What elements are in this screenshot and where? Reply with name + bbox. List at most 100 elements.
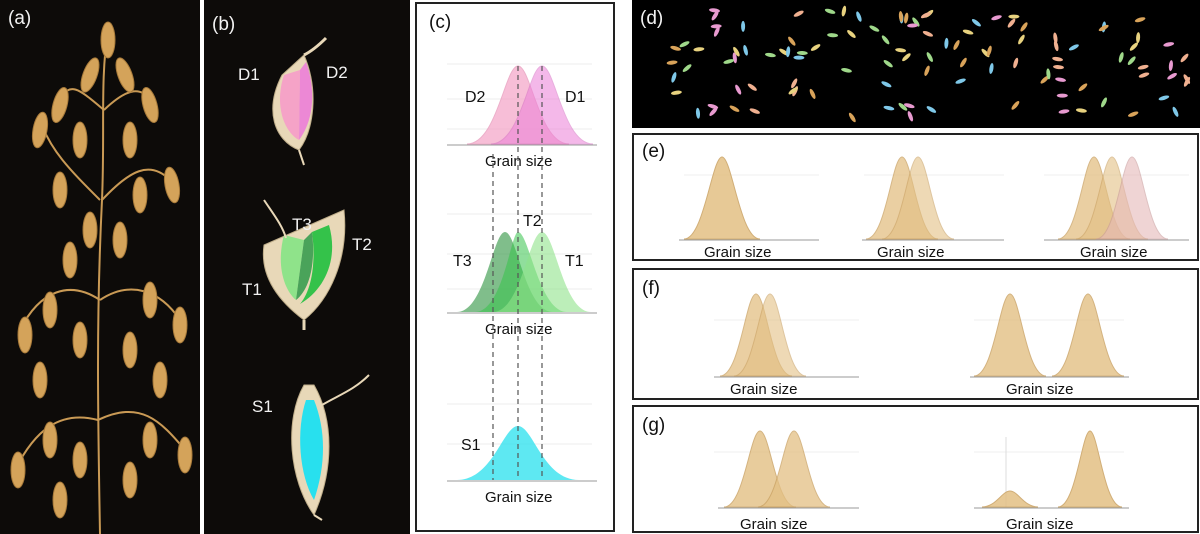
seed [1163, 42, 1175, 47]
seed [827, 33, 839, 38]
g1-curve-b [757, 430, 831, 508]
seed [1053, 40, 1059, 52]
panel-e-distributions: Grain size Grain size Grain size [679, 156, 1189, 261]
e-xlabel-2: Grain size [877, 244, 945, 261]
seed [1046, 68, 1051, 80]
seed [793, 10, 804, 17]
g2-curve-b [1057, 430, 1123, 508]
seed [869, 25, 880, 32]
seed [824, 8, 836, 14]
seed [786, 46, 791, 58]
spikelet-t [262, 199, 346, 330]
spikelet-d [272, 36, 328, 166]
seed [1058, 109, 1070, 114]
panel-g-distributions: Grain size Grain size [714, 430, 1129, 533]
e-xlabel-3: Grain size [1080, 244, 1148, 261]
seed [1011, 101, 1020, 110]
seed [741, 20, 746, 32]
panel-e: Grain size Grain size Grain size (e) [632, 133, 1199, 261]
seed [953, 40, 960, 50]
seed [793, 55, 805, 60]
label-t3: T3 [292, 215, 312, 234]
seed [729, 105, 740, 112]
seed [1183, 76, 1191, 87]
e-xlabel-1: Grain size [704, 244, 772, 261]
seed [711, 11, 719, 21]
c-label-t3: T3 [453, 253, 472, 270]
seed [709, 107, 718, 116]
seed [944, 37, 949, 49]
seed [666, 60, 678, 65]
f-xlabel-1: Grain size [730, 381, 798, 398]
seed [1138, 72, 1150, 78]
seed [788, 36, 796, 46]
seed [788, 87, 798, 95]
g2-curve-a [981, 490, 1039, 508]
seed [848, 112, 856, 123]
seed [1007, 18, 1016, 28]
seed [895, 48, 907, 53]
seed [955, 78, 966, 84]
seed [796, 50, 808, 56]
panel-c-label: (c) [429, 12, 452, 33]
seed [1040, 75, 1050, 84]
panel-b-photo: D1 D2 T3 T2 T1 S1 (b) [204, 0, 410, 534]
seed [960, 57, 967, 68]
seed [1008, 14, 1020, 19]
seed [971, 19, 981, 27]
seed [1053, 65, 1064, 70]
panel-f-label: (f) [642, 278, 660, 299]
seed [1128, 111, 1139, 117]
e1-curve [683, 156, 761, 240]
seed [1100, 97, 1108, 108]
seed [1052, 56, 1064, 62]
seed [1118, 52, 1124, 63]
panel-c: D2 D1 Grain size T3 T2 T1 Grain size S1 … [415, 2, 615, 532]
c-xlabel-1: Grain size [485, 153, 553, 170]
seed [898, 11, 903, 22]
seed [1167, 72, 1177, 80]
c-xlabel-2: Grain size [485, 321, 553, 338]
seed [707, 103, 719, 109]
seed [1078, 83, 1088, 92]
seed [1018, 34, 1025, 45]
seed [1158, 95, 1170, 101]
panel-d: (d) [632, 0, 1200, 128]
seed [1068, 44, 1079, 51]
g-xlabel-2: Grain size [1006, 516, 1074, 533]
seed [764, 52, 776, 58]
panel-g-label: (g) [642, 415, 666, 436]
c-label-d2: D2 [465, 89, 486, 106]
seed [841, 68, 852, 73]
seed [881, 35, 890, 45]
f2-curve-a [973, 293, 1047, 377]
seed [962, 29, 974, 35]
seed [695, 107, 701, 119]
seed [902, 53, 911, 62]
seed [1056, 93, 1068, 98]
seed [1098, 24, 1109, 32]
c-label-d1: D1 [565, 89, 586, 106]
panel-d-label: (d) [640, 8, 664, 29]
seed [743, 44, 748, 56]
seed [1129, 42, 1139, 51]
c-label-s1: S1 [461, 437, 481, 454]
panel-a-label: (a) [8, 8, 32, 29]
seed [1172, 106, 1179, 117]
seed [856, 11, 862, 22]
seed [723, 59, 735, 64]
seed [1055, 77, 1067, 82]
seed [907, 23, 919, 28]
f2-curve-b [1051, 293, 1125, 377]
g-xlabel-1: Grain size [740, 516, 808, 533]
seed [670, 45, 681, 51]
seed [693, 47, 705, 52]
panel-c-distributions: D2 D1 Grain size T3 T2 T1 Grain size S1 … [447, 63, 597, 506]
seed [710, 24, 722, 29]
panel-a-photo: (a) [0, 0, 200, 534]
seed [791, 78, 798, 89]
spikelet-illustrations: D1 D2 T3 T2 T1 S1 [238, 36, 372, 521]
seed [881, 81, 892, 88]
seed [986, 45, 992, 57]
seed [1168, 60, 1173, 72]
